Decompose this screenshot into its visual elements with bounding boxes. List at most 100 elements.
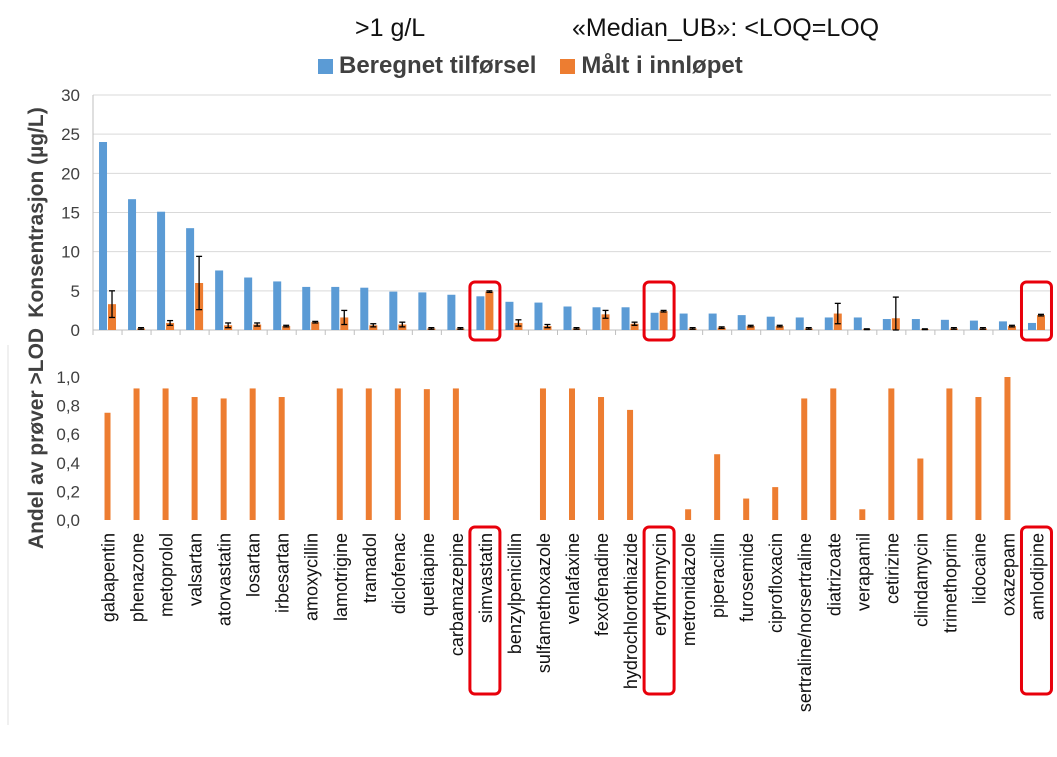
category-label: quetiapine xyxy=(418,533,438,616)
bar-maalt xyxy=(601,314,610,330)
bar-andel xyxy=(278,397,285,520)
category-label: metronidazole xyxy=(679,533,699,646)
category-label: metoprolol xyxy=(157,533,177,617)
bar-andel xyxy=(133,388,140,520)
bar-maalt xyxy=(253,324,262,330)
y-tick-label-bottom: 0,6 xyxy=(56,425,80,444)
bar-beregnet xyxy=(795,317,804,330)
bar-maalt xyxy=(166,322,175,330)
bar-beregnet xyxy=(1027,322,1036,330)
category-label: phenazone xyxy=(128,533,148,622)
category-label: cetirizine xyxy=(882,533,902,604)
bar-beregnet xyxy=(447,294,456,330)
bar-beregnet xyxy=(273,281,282,330)
bar-maalt xyxy=(311,322,320,330)
bar-maalt xyxy=(485,291,494,330)
y-tick-label-bottom: 0,8 xyxy=(56,397,80,416)
category-label: valsartan xyxy=(186,533,206,606)
category-label: verapamil xyxy=(853,533,873,611)
category-label: furosemide xyxy=(737,533,757,622)
bar-maalt xyxy=(659,311,668,330)
legend-label-beregnet: Beregnet tilførsel xyxy=(339,52,537,79)
category-label: sertraline/norsertraline xyxy=(795,533,815,712)
bar-andel xyxy=(162,388,169,520)
category-label: tramadol xyxy=(360,533,380,603)
bar-beregnet xyxy=(215,270,224,330)
y-tick-label-bottom: 0,4 xyxy=(56,454,80,473)
category-label: amoxycillin xyxy=(302,533,322,621)
bar-beregnet xyxy=(302,286,311,330)
bar-beregnet xyxy=(244,277,253,330)
category-label: atorvastatin xyxy=(215,533,235,626)
bar-beregnet xyxy=(592,307,601,330)
bar-andel xyxy=(104,412,111,520)
bar-andel xyxy=(249,388,256,520)
bar-beregnet xyxy=(476,296,485,330)
bar-andel xyxy=(423,389,430,520)
category-label: amlodipine xyxy=(1027,533,1047,620)
bar-andel xyxy=(830,388,837,520)
highlight-box-top xyxy=(1019,280,1053,342)
category-label: simvastatin xyxy=(476,533,496,623)
legend-swatch-blue xyxy=(318,58,333,74)
bar-andel xyxy=(539,388,546,520)
bar-andel xyxy=(1004,377,1011,520)
bar-beregnet xyxy=(505,301,514,330)
bar-andel xyxy=(336,388,343,520)
bar-maalt xyxy=(630,323,639,330)
y-tick-label-top: 25 xyxy=(61,125,80,144)
category-label: erythromycin xyxy=(650,533,670,636)
bar-maalt xyxy=(1007,326,1016,330)
legend-swatch-orange xyxy=(560,58,576,74)
bar-beregnet xyxy=(737,315,746,330)
bar-beregnet xyxy=(940,319,949,330)
bar-maalt xyxy=(775,326,784,330)
category-label: lidocaine xyxy=(969,533,989,604)
category-label: trimethoprim xyxy=(940,533,960,633)
method-label: «Median_UB»: <LOQ=LOQ xyxy=(572,14,880,42)
category-label: carbamazepine xyxy=(447,533,467,656)
bar-andel xyxy=(975,397,982,520)
bar-beregnet xyxy=(708,313,717,330)
y-tick-label-bottom: 1,0 xyxy=(56,368,80,387)
highlight-box-bottom xyxy=(642,525,676,696)
bar-beregnet xyxy=(534,302,543,330)
y-axis-title-bottom: Andel av prøver >LOD xyxy=(25,328,48,549)
threshold-label: >1 g/L xyxy=(355,14,426,42)
bar-maalt xyxy=(1036,315,1045,330)
bar-andel xyxy=(714,454,721,520)
bar-andel xyxy=(452,388,459,520)
bar-maalt xyxy=(282,326,291,330)
category-label: fexofenadine xyxy=(592,533,612,636)
legend: Beregnet tilførsel Målt i innløpet xyxy=(318,52,743,80)
y-tick-label-top: 0 xyxy=(71,321,80,340)
bar-beregnet xyxy=(157,211,166,330)
bar-beregnet xyxy=(911,319,920,330)
bar-beregnet xyxy=(650,312,659,330)
bar-beregnet xyxy=(853,317,862,330)
category-label: oxazepam xyxy=(998,533,1018,616)
bar-beregnet xyxy=(389,291,398,330)
bar-andel xyxy=(685,509,692,520)
bar-maalt xyxy=(369,325,378,330)
highlight-box-bottom xyxy=(1019,525,1053,696)
bar-andel xyxy=(801,398,808,520)
legend-label-maalt: Målt i innløpet xyxy=(581,52,743,79)
bar-beregnet xyxy=(128,199,137,330)
bar-beregnet xyxy=(186,228,195,330)
y-tick-label-top: 30 xyxy=(61,86,80,105)
bar-andel xyxy=(772,487,779,520)
bar-maalt xyxy=(746,326,755,330)
category-label: diatrizoate xyxy=(824,533,844,616)
category-label: venlafaxine xyxy=(563,533,583,624)
bar-beregnet xyxy=(360,287,369,330)
bar-andel xyxy=(365,388,372,520)
category-label: benzylpenicillin xyxy=(505,533,525,654)
highlight-box-top xyxy=(468,280,502,342)
y-tick-label-bottom: 0,0 xyxy=(56,511,80,530)
bar-beregnet xyxy=(998,321,1007,330)
category-label: lamotrigine xyxy=(331,533,351,621)
bar-beregnet xyxy=(418,292,427,330)
bar-beregnet xyxy=(99,142,108,330)
